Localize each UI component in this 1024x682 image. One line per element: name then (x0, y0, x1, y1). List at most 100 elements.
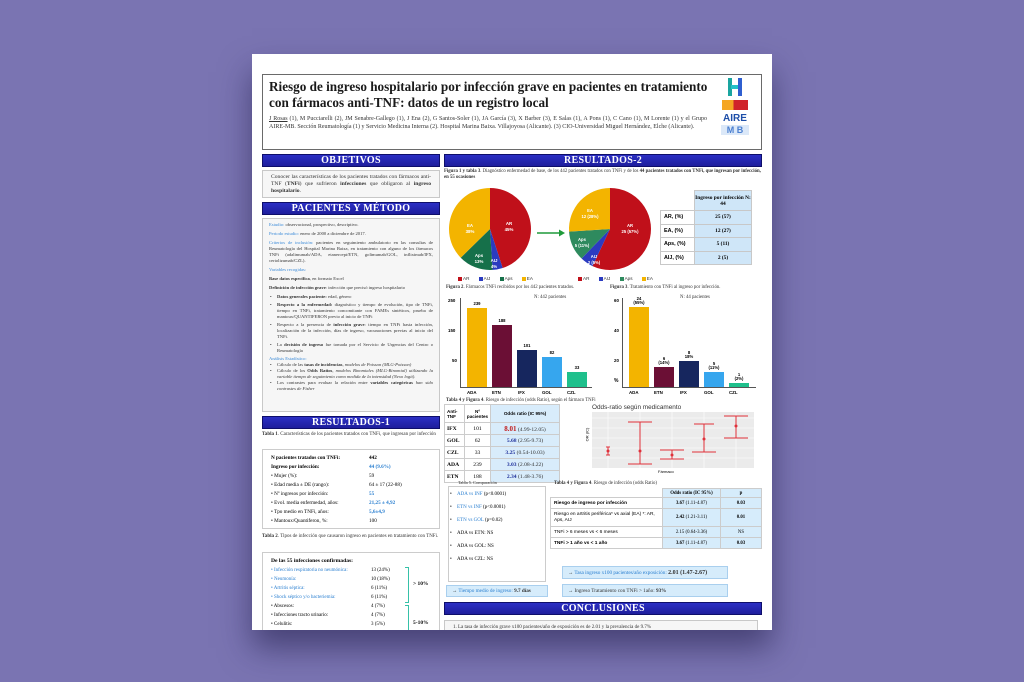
ci-value: (1.11-4.87) (684, 500, 707, 506)
comparison-p: (p<0.0001) (481, 505, 506, 510)
periodo-value: enero de 2000 a diciembre de 2017. (299, 231, 366, 236)
bar-ifx (679, 361, 699, 387)
x-tick: ETN (492, 390, 501, 395)
n-cell: 62 (464, 434, 491, 447)
row-label: Aps, (%) (660, 237, 695, 252)
comparisons-box: ADA vs INF (p<0.0001) ETN vs INF (p<0.00… (448, 486, 546, 582)
legend-aij: AIJ (598, 276, 615, 281)
x-axis (460, 387, 592, 388)
list-item: Cálculo de las tasas de incidencias, mod… (269, 362, 433, 368)
objetivos-heading: OBJETIVOS (262, 154, 440, 167)
row-label: Riesgo en artritis periférica* vs axial … (550, 508, 663, 527)
table2-caption: Tabla 2. Tipos de infección que causaron… (262, 534, 440, 541)
list-item: ADA vs GOL: NS (449, 540, 545, 553)
callout-value: 93% (655, 588, 667, 594)
bar-czl (729, 383, 749, 387)
variables-label: Variables recogidas: (269, 267, 307, 272)
legend-label: AR (583, 276, 590, 281)
n-cell: 239 (464, 458, 491, 471)
brace-over-10-label: > 10% (413, 581, 429, 587)
x-axis (622, 387, 756, 388)
legend-label: AR (463, 276, 470, 281)
item-bold: Datos generales paciente: (277, 294, 327, 299)
y-tick: 150 (448, 328, 456, 333)
table-row: ETN 188 2.34 (1.48-3.76) (444, 470, 560, 483)
bar-label: 24 (55%) (633, 295, 645, 306)
bar-label: 1 (2%) (734, 371, 744, 382)
comparison-text: ADA vs INF (457, 492, 483, 497)
callout-value: 2.01 (1.47-2.67) (668, 570, 708, 576)
row-value: 21,25 ± 4,92 (369, 500, 396, 506)
objetivos-text: . (299, 188, 302, 194)
ci-value: (1.11-4.87) (684, 540, 707, 546)
estudio-value: observacional, prospectivo, descriptivo. (284, 222, 359, 227)
row-label: AIJ, (%) (660, 250, 695, 265)
row-value: 25 (57) (694, 210, 752, 225)
row-label: Riesgo de ingreso por infección (550, 497, 663, 509)
item-text: Cálculo de los (277, 368, 308, 373)
callout-value: 9.7 días (514, 588, 531, 594)
item-bold: variables categóricas (370, 380, 413, 385)
row-label-text: Nº ingresos por infección: (274, 491, 329, 497)
row-value: 12 (27) (694, 223, 752, 238)
variables-list: Datos generales paciente: edad, género R… (269, 294, 433, 354)
base-line: Base datos específica, en formato Excel (269, 276, 433, 282)
table-row: • Artritis séptica: 6 (11%) (263, 584, 439, 593)
row-label: Ingreso por infección: (271, 464, 320, 470)
y-tick: 50 (452, 358, 457, 363)
table-row: • Neumonía: 10 (18%) (263, 575, 439, 584)
row-label: • Tpo medio en TNFi, años: (271, 509, 329, 515)
brace-5-10-label: 5-10% (413, 620, 429, 626)
aire-logo: AIRE (723, 113, 747, 124)
tasa-callout: → Tasa ingreso x100 pacientes/año exposi… (562, 566, 728, 579)
legend-aps: Aps (499, 276, 517, 281)
caption-bold: Tabla 2 (262, 534, 278, 539)
fig4-title: Odds-ratio según medicamento (592, 404, 682, 411)
ci-value: (0.64-3.36) (684, 529, 708, 535)
row-value: 13 (24%) (371, 568, 390, 573)
item-bold: decisión de ingreso (284, 342, 324, 347)
or-value: 3.03 (506, 461, 517, 468)
analisis-label: Análisis Estadístico: (269, 356, 307, 361)
callout-label: Ingreso Tratamiento con TNFi > 1año: (573, 588, 656, 594)
table6-odds-ratio-risk: Odds ratio (IC 95%) p Riesgo de ingreso p… (550, 488, 762, 549)
table5-caption: Tabla 5. Comparación (458, 480, 497, 485)
authors-affiliations: (1), M Pucciarelli (2), JM Senabre-Galle… (269, 116, 708, 130)
table-row: • Shock séptico y/o bacteriemia: 6 (11%) (263, 593, 439, 602)
ci-value: (2.08-4.22) (516, 461, 544, 468)
x-tick: GOL (704, 390, 714, 395)
university-logo-icon (722, 100, 748, 110)
table3-header: Ingreso por infección N: 44 (694, 190, 752, 211)
row-label: • Edad media ± DE (rango): (271, 482, 330, 488)
svg-text:AR: AR (506, 221, 513, 226)
fig4-plot-area (592, 412, 754, 468)
estudio-label: Estudio: (269, 222, 285, 227)
legend-aps: Aps (619, 276, 637, 281)
row-label-text: Tpo medio en TNFi, años: (274, 509, 329, 515)
objetivos-box: Conocer las características de los pacie… (262, 170, 440, 198)
p-value: 0.03 (720, 497, 762, 509)
or-value: 8.01 (504, 424, 517, 433)
table-row: TNFi > 1 año vs < 1 año 3.67 (1.11-4.87) 0… (550, 537, 762, 549)
row-value: 442 (369, 455, 377, 461)
conclusion-item: 1. La tasa de infección grave x100 pacie… (453, 625, 651, 630)
table-row: CZL 33 3.25 (0.54-10.03) (444, 446, 560, 459)
row-label: • Infección respiratoria no neumónica: (271, 568, 348, 573)
bar-label: 188 (498, 318, 506, 324)
caption-bold: Figura 3 (610, 285, 628, 290)
item-bold: Respecto a la enfermedad: (277, 302, 333, 307)
row-label: TNFi > 6 meses vs < 6 meses (550, 526, 663, 538)
comparison-p: (p=0.02) (483, 518, 503, 523)
hospital-logo-icon (728, 78, 742, 96)
y-axis (460, 298, 461, 387)
table-row: ADA 239 3.03 (2.08-4.22) (444, 458, 560, 471)
caption-bold: Figura 2 (446, 285, 464, 290)
bar-ada (467, 308, 487, 387)
fig1-caption: Figura 1 y tabla 3. Diagnóstico enfermed… (444, 169, 762, 181)
list-item: La decisión de ingreso fue tomada por el… (269, 342, 433, 354)
legend-ea: EA (641, 276, 657, 281)
legend-label: EA (526, 276, 533, 281)
item-italic: , modelos de Poisson (MLG-Poisson) (342, 362, 412, 367)
bar-chart-fig3: 60 40 20 % 24 (55%) 6 (14%) 8 18% 5 (11%) 1(… (612, 294, 760, 395)
or-value: 3.67 (675, 500, 685, 506)
